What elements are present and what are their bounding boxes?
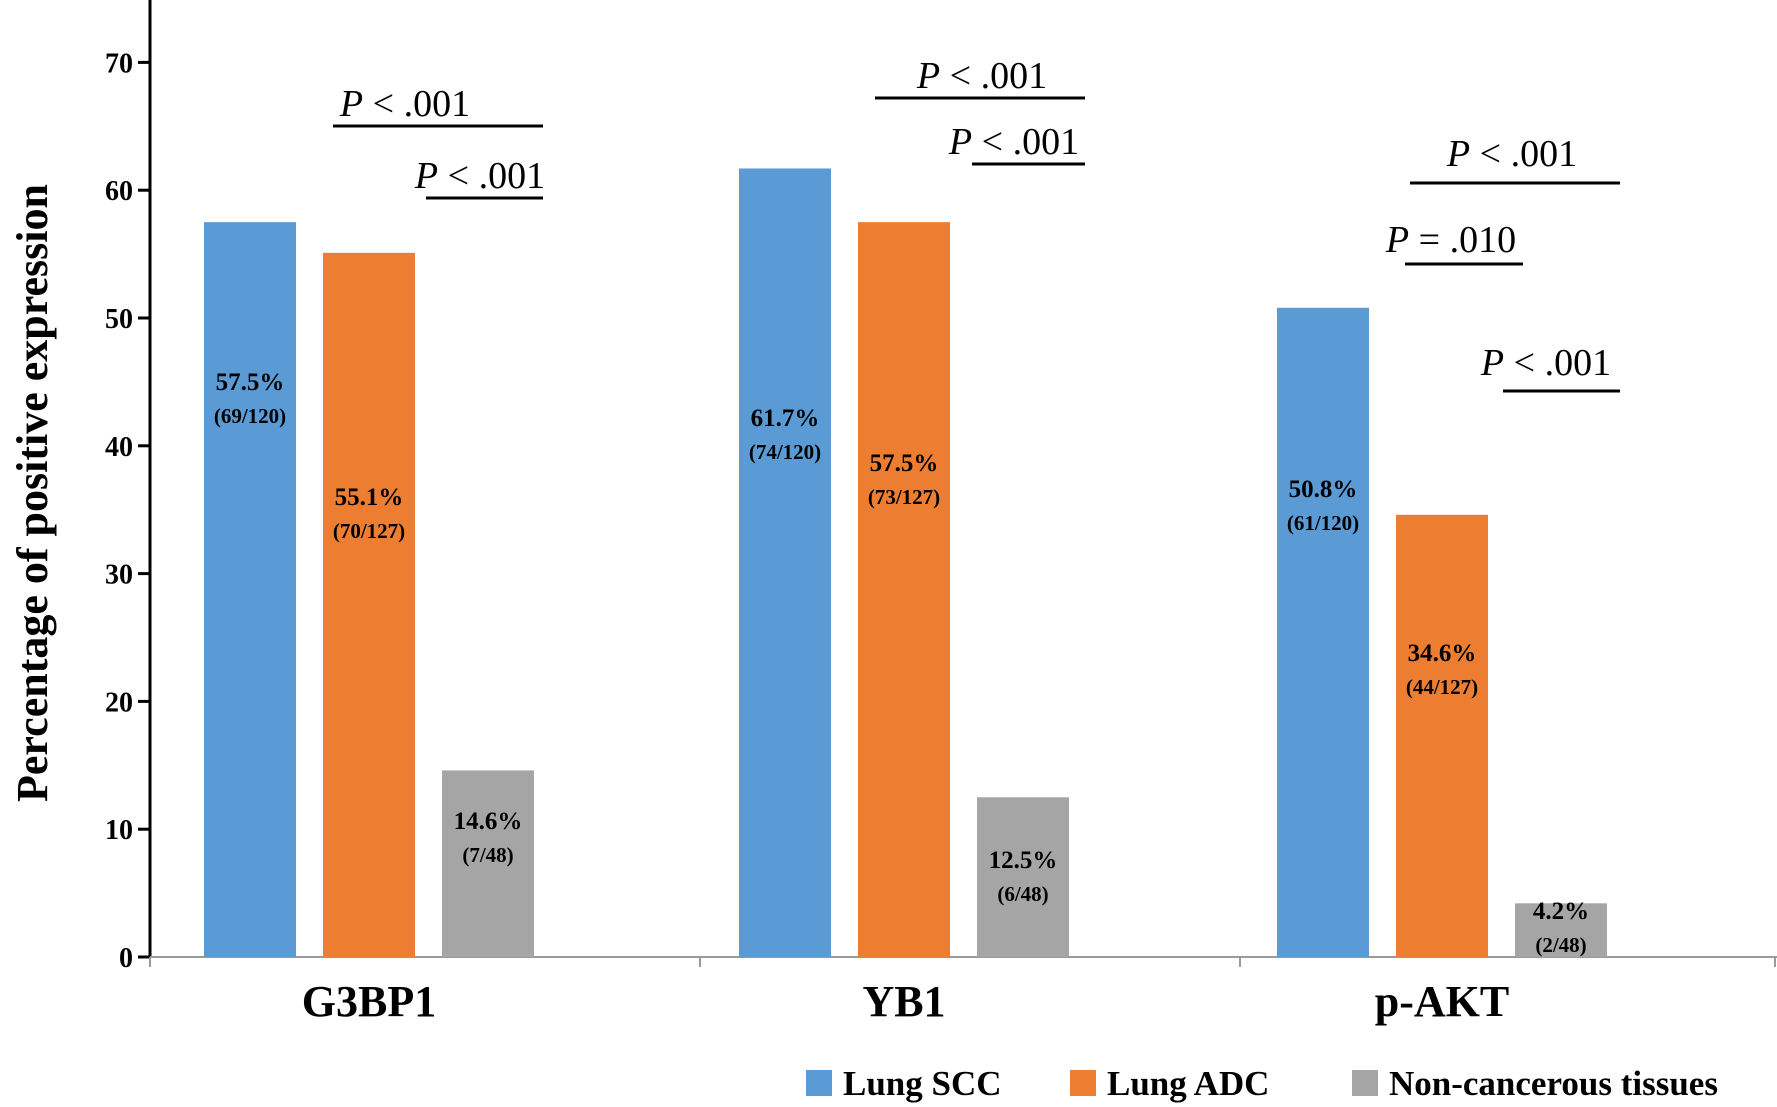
bar <box>1396 514 1488 957</box>
data-label: 50.8% <box>1289 476 1358 503</box>
y-tick-label: 60 <box>105 176 133 207</box>
p-value-symbol: P <box>1385 219 1409 261</box>
p-value-label: P < .001 <box>339 83 470 125</box>
legend-label: Lung SCC <box>843 1064 1002 1103</box>
bar <box>442 770 534 957</box>
y-tick-label: 50 <box>105 304 133 335</box>
p-value-symbol: P <box>948 121 972 163</box>
p-value-label: P = .010 <box>1385 219 1516 261</box>
x-category-label: YB1 <box>862 977 945 1026</box>
legend-label: Lung ADC <box>1107 1064 1269 1103</box>
data-label-count: (7/48) <box>462 843 513 867</box>
data-label: 12.5% <box>989 847 1058 874</box>
y-tick-label: 40 <box>105 432 133 463</box>
data-label: 34.6% <box>1408 640 1477 667</box>
p-value-text: = .010 <box>1409 219 1516 261</box>
bar <box>1277 307 1369 957</box>
data-label-count: (74/120) <box>749 440 821 464</box>
legend-item: Lung SCC <box>806 1064 1002 1103</box>
data-label-count: (70/127) <box>333 519 405 543</box>
p-value-text: < .001 <box>438 155 545 197</box>
data-label: 55.1% <box>335 484 404 511</box>
p-value-text: < .001 <box>972 121 1079 163</box>
p-value-text: < .001 <box>363 83 470 125</box>
data-label-count: (44/127) <box>1406 675 1478 699</box>
p-value-symbol: P <box>916 55 940 97</box>
y-tick-label: 0 <box>119 943 133 974</box>
bar <box>858 222 950 957</box>
y-tick-label: 20 <box>105 687 133 718</box>
p-value-label: P < .001 <box>1480 342 1611 384</box>
legend-item: Lung ADC <box>1070 1064 1269 1103</box>
axes: 0 10 20 30 40 50 60 70 Percentage of positive ex… <box>8 0 1777 1026</box>
p-value-symbol: P <box>1446 133 1470 175</box>
data-label: 57.5% <box>870 450 939 477</box>
p-value-label: P < .001 <box>1446 133 1577 175</box>
p-value-text: < .001 <box>1470 133 1577 175</box>
data-label-count: (69/120) <box>214 404 286 428</box>
legend-label: Non-cancerous tissues <box>1389 1064 1718 1103</box>
data-label: 4.2% <box>1533 898 1589 925</box>
legend-item: Non-cancerous tissues <box>1352 1064 1718 1103</box>
bar <box>204 222 296 957</box>
data-label-count: (6/48) <box>997 882 1048 906</box>
p-value-symbol: P <box>1480 342 1504 384</box>
p-value-symbol: P <box>414 155 438 197</box>
p-value-label: P < .001 <box>916 55 1047 97</box>
legend: Lung SCC Lung ADC Non-cancerous tissues <box>806 1064 1718 1103</box>
legend-swatch <box>1352 1070 1378 1096</box>
p-value-symbol: P <box>339 83 363 125</box>
data-label-count: (61/120) <box>1287 511 1359 535</box>
bar <box>323 252 415 957</box>
y-tick-label: 30 <box>105 560 133 591</box>
data-label: 57.5% <box>216 369 285 396</box>
y-tick-label: 10 <box>105 815 133 846</box>
p-value-text: < .001 <box>1504 342 1611 384</box>
legend-swatch <box>806 1070 832 1096</box>
data-label-count: (2/48) <box>1535 933 1586 957</box>
x-category-label: p-AKT <box>1375 977 1509 1026</box>
bars: 57.5% (69/120) 61.7% (74/120) 50.8% (61/120) 5… <box>204 168 1607 957</box>
bar <box>739 168 831 957</box>
data-label: 61.7% <box>751 405 820 432</box>
p-value-label: P < .001 <box>948 121 1079 163</box>
y-tick-label: 70 <box>105 48 133 79</box>
data-label: 14.6% <box>454 808 523 835</box>
y-axis-title: Percentage of positive expression <box>8 184 57 802</box>
legend-swatch <box>1070 1070 1096 1096</box>
p-value-label: P < .001 <box>414 155 545 197</box>
data-label-count: (73/127) <box>868 485 940 509</box>
bar <box>977 797 1069 957</box>
x-category-label: G3BP1 <box>302 977 436 1026</box>
p-value-text: < .001 <box>940 55 1047 97</box>
bar <box>1515 903 1607 957</box>
